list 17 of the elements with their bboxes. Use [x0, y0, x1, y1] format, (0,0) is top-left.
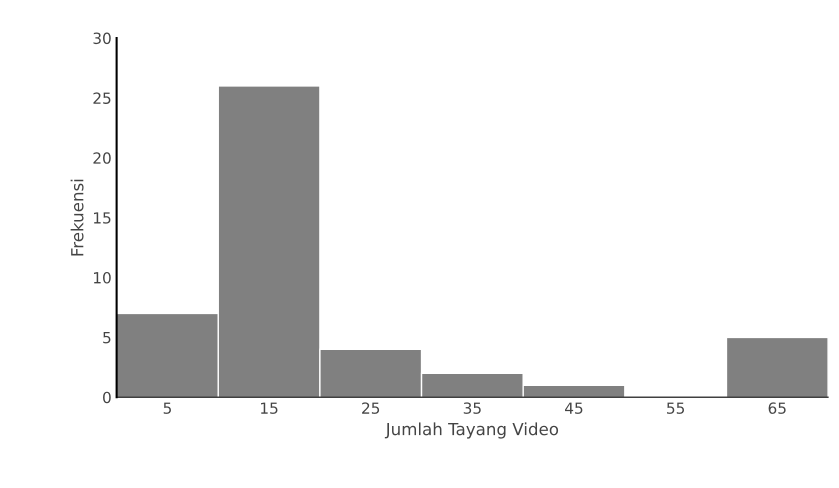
x-tick-label: 65	[768, 402, 786, 414]
x-tick-label: 15	[261, 402, 278, 414]
x-tick-label: 45	[565, 402, 582, 414]
x-tick-label: 35	[464, 402, 481, 414]
y-tick-label: 0	[103, 392, 111, 404]
y-tick-label: 20	[93, 152, 111, 164]
y-axis-title: Frekuensi	[70, 180, 84, 256]
bar	[726, 336, 828, 398]
y-tick-label: 15	[94, 212, 110, 224]
y-tick-label: 5	[103, 332, 110, 344]
y-tick-label: 30	[93, 32, 111, 44]
x-tick-label: 25	[362, 402, 380, 414]
x-tick-label: 55	[667, 402, 684, 414]
x-axis-title: Jumlah Tayang Video	[384, 422, 558, 439]
x-tick-label: 5	[164, 402, 171, 414]
y-tick-label: 25	[93, 92, 110, 104]
y-tick-label: 10	[94, 272, 111, 284]
